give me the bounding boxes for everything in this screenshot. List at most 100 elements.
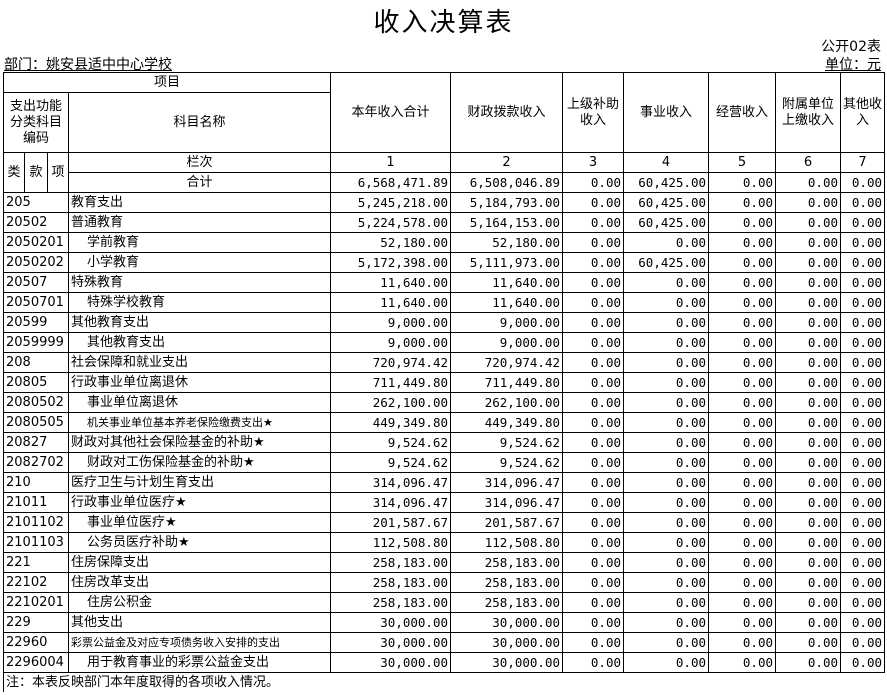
table-row: 22960 彩票公益金及对应专项债务收入安排的支出 30,000.00 30,000.… <box>3 632 885 653</box>
row-value: 0.00 <box>562 512 624 533</box>
row-value: 0.00 <box>775 492 841 513</box>
row-name: 财政对其他社会保险基金的补助★ <box>68 432 331 453</box>
header-lei: 类 <box>3 152 25 193</box>
form-code: 公开02表 <box>821 39 881 55</box>
row-value: 30,000.00 <box>330 652 451 673</box>
row-code: 2296004 <box>3 652 69 673</box>
row-code: 21011 <box>3 492 69 513</box>
row-value: 0.00 <box>623 492 709 513</box>
row-value: 0.00 <box>623 612 709 633</box>
header-col-6: 附属单位上缴收入 <box>775 72 841 153</box>
row-value: 9,000.00 <box>330 332 451 353</box>
total-value: 6,508,046.89 <box>450 172 563 193</box>
total-value: 0.00 <box>840 172 885 193</box>
header-col-2: 财政拨款收入 <box>450 72 563 153</box>
row-value: 720,974.42 <box>330 352 451 373</box>
row-value: 0.00 <box>562 492 624 513</box>
header-code-group: 支出功能分类科目编码 <box>3 92 69 153</box>
header-xiang: 项 <box>47 152 69 193</box>
row-value: 0.00 <box>708 592 776 613</box>
row-value: 258,183.00 <box>330 592 451 613</box>
header-col-5: 经营收入 <box>708 72 776 153</box>
total-label: 合计 <box>68 172 331 193</box>
row-value: 0.00 <box>708 212 776 233</box>
row-code: 22960 <box>3 632 69 653</box>
row-code: 20805 <box>3 372 69 393</box>
row-value: 0.00 <box>562 292 624 313</box>
row-value: 0.00 <box>708 492 776 513</box>
row-value: 0.00 <box>775 612 841 633</box>
row-value: 314,096.47 <box>450 492 563 513</box>
column-number: 3 <box>562 152 624 173</box>
row-value: 0.00 <box>562 452 624 473</box>
row-name: 普通教育 <box>68 212 331 233</box>
row-name: 其他支出 <box>68 612 331 633</box>
row-value: 5,245,218.00 <box>330 192 451 213</box>
row-value: 0.00 <box>562 612 624 633</box>
row-value: 449,349.80 <box>450 412 563 433</box>
row-value: 0.00 <box>708 552 776 573</box>
column-number: 5 <box>708 152 776 173</box>
row-value: 0.00 <box>623 552 709 573</box>
row-value: 0.00 <box>562 272 624 293</box>
row-value: 112,508.80 <box>330 532 451 553</box>
row-value: 5,172,398.00 <box>330 252 451 273</box>
row-code: 2050701 <box>3 292 69 313</box>
row-value: 0.00 <box>840 192 885 213</box>
row-code: 20507 <box>3 272 69 293</box>
row-code: 2050201 <box>3 232 69 253</box>
total-value: 60,425.00 <box>623 172 709 193</box>
row-value: 0.00 <box>562 352 624 373</box>
row-value: 0.00 <box>623 312 709 333</box>
row-value: 0.00 <box>708 412 776 433</box>
row-code: 20827 <box>3 432 69 453</box>
row-value: 0.00 <box>562 652 624 673</box>
table-row: 2210201 住房公积金 258,183.00 258,183.00 0.00 0.00… <box>3 592 885 613</box>
row-code: 2101103 <box>3 532 69 553</box>
table-row: 2059999 其他教育支出 9,000.00 9,000.00 0.00 0.00 0.0… <box>3 332 885 353</box>
header-column-no: 栏次 <box>68 152 331 173</box>
row-value: 0.00 <box>623 592 709 613</box>
row-value: 0.00 <box>623 412 709 433</box>
row-value: 9,000.00 <box>450 332 563 353</box>
row-value: 0.00 <box>623 572 709 593</box>
row-value: 0.00 <box>775 332 841 353</box>
row-value: 0.00 <box>775 592 841 613</box>
row-value: 0.00 <box>775 472 841 493</box>
row-value: 0.00 <box>840 652 885 673</box>
header-col-4: 事业收入 <box>623 72 709 153</box>
row-value: 314,096.47 <box>330 472 451 493</box>
row-value: 9,524.62 <box>450 432 563 453</box>
row-code: 2080505 <box>3 412 69 433</box>
row-value: 0.00 <box>775 512 841 533</box>
row-value: 711,449.80 <box>330 372 451 393</box>
row-value: 30,000.00 <box>450 612 563 633</box>
row-value: 0.00 <box>840 612 885 633</box>
row-value: 0.00 <box>775 212 841 233</box>
row-value: 0.00 <box>775 272 841 293</box>
row-value: 0.00 <box>623 472 709 493</box>
row-code: 20599 <box>3 312 69 333</box>
row-value: 0.00 <box>775 192 841 213</box>
row-value: 11,640.00 <box>450 272 563 293</box>
row-value: 0.00 <box>840 572 885 593</box>
row-value: 258,183.00 <box>330 572 451 593</box>
row-name: 彩票公益金及对应专项债务收入安排的支出 <box>68 632 331 653</box>
row-code: 2059999 <box>3 332 69 353</box>
row-name: 学前教育 <box>68 232 331 253</box>
row-value: 0.00 <box>708 192 776 213</box>
row-value: 9,000.00 <box>450 312 563 333</box>
row-value: 0.00 <box>562 532 624 553</box>
row-value: 0.00 <box>708 512 776 533</box>
row-value: 0.00 <box>623 532 709 553</box>
row-name: 其他教育支出 <box>68 312 331 333</box>
row-code: 2101102 <box>3 512 69 533</box>
total-value: 0.00 <box>708 172 776 193</box>
row-value: 11,640.00 <box>330 272 451 293</box>
row-value: 201,587.67 <box>450 512 563 533</box>
row-value: 0.00 <box>623 352 709 373</box>
row-value: 0.00 <box>840 432 885 453</box>
row-value: 0.00 <box>623 632 709 653</box>
table-row: 20599 其他教育支出 9,000.00 9,000.00 0.00 0.00 0.00 0… <box>3 312 885 333</box>
row-value: 0.00 <box>708 352 776 373</box>
